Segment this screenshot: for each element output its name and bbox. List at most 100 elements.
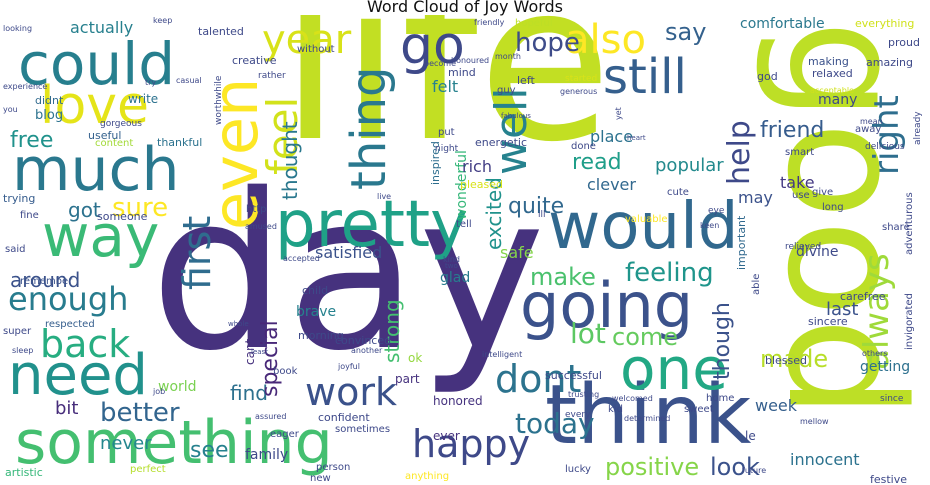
word-also: also: [565, 17, 646, 63]
word-back: back: [40, 322, 131, 366]
word-sure: sure: [112, 193, 169, 223]
word-share: share: [882, 222, 910, 233]
word-content: content: [95, 138, 134, 149]
word-heart: heart: [627, 134, 646, 142]
word-friendly: friendly: [474, 18, 505, 27]
word-kind: kind: [443, 255, 461, 264]
word-pleased: pleased: [460, 178, 504, 191]
word-keen: keen: [700, 221, 720, 230]
word-worthwhile: worthwhile: [214, 75, 224, 125]
word-sometimes: sometimes: [335, 424, 391, 435]
word-guy: guy: [497, 85, 516, 96]
word-acceptable: acceptable: [810, 86, 854, 95]
word-part: part: [395, 372, 420, 386]
word-blessed: blessed: [765, 354, 808, 367]
word-find: find: [230, 381, 268, 405]
word-looking: looking: [3, 24, 33, 33]
word-month: month: [495, 52, 521, 61]
word-hopeful: hopeful: [515, 18, 553, 29]
word-you: you: [3, 105, 18, 114]
word-cloud: life day good go think something pretty …: [0, 15, 930, 485]
word-never: never: [100, 433, 152, 454]
word-hope: hope: [515, 28, 580, 58]
word-week: week: [755, 396, 798, 415]
word-thing: thing: [341, 66, 397, 190]
word-ok: ok: [408, 351, 423, 365]
word-still: still: [603, 49, 687, 105]
word-joyful: joyful: [338, 362, 360, 371]
word-invigorated: invigorated: [904, 293, 915, 350]
word-popular: popular: [655, 155, 724, 176]
word-thought: thought: [278, 121, 302, 200]
word-http: http: [246, 204, 267, 215]
word-day: day: [150, 147, 546, 398]
word-respected: respected: [45, 319, 95, 330]
word-mind: mind: [448, 66, 476, 79]
word-enough: enough: [8, 280, 129, 318]
word-need: need: [8, 343, 148, 408]
word-le: le: [745, 429, 756, 443]
word-trusting: trusting: [568, 390, 600, 399]
word-didnt: didnt: [35, 94, 64, 107]
word-least: least: [251, 348, 268, 356]
word-made: made: [760, 345, 829, 373]
word-able: able: [751, 273, 762, 295]
word-year: year: [262, 17, 352, 63]
word-strong: strong: [380, 299, 404, 363]
word-brave: brave: [296, 304, 337, 320]
word-friend: friend: [760, 118, 825, 143]
word-last: last: [826, 299, 859, 320]
word-adventurous: adventurous: [904, 192, 915, 255]
word-place: place: [590, 127, 634, 146]
word-experience: experience: [3, 82, 48, 91]
word-done: done: [571, 141, 596, 152]
word-trying: trying: [3, 192, 36, 205]
word-two: two: [445, 262, 458, 270]
word-clever: clever: [587, 175, 636, 194]
word-well: well: [486, 87, 537, 175]
word-comfortable: comfortable: [740, 16, 825, 32]
word-amused: amused: [245, 222, 277, 231]
word-rich: rich: [462, 157, 492, 176]
word-tell: tell: [456, 219, 472, 230]
word-keep: keep: [153, 16, 173, 25]
word-since: since: [880, 394, 904, 404]
word-write: write: [128, 92, 159, 106]
word-first: first: [175, 215, 219, 290]
word-innocent: innocent: [790, 450, 860, 469]
word-convinced: convinced: [335, 334, 392, 347]
word-god: god: [757, 70, 778, 83]
word-honoured: honoured: [451, 56, 490, 65]
word-around: around: [10, 268, 81, 292]
word-come: come: [612, 323, 679, 351]
word-started: started: [565, 74, 598, 84]
word-cute: cute: [667, 187, 689, 198]
word-actually: actually: [70, 18, 134, 37]
word-future: future: [742, 466, 767, 475]
word-happy: happy: [412, 422, 531, 466]
word-right: right: [867, 95, 907, 175]
word-yet: yet: [614, 107, 623, 120]
word-mellow: mellow: [800, 417, 829, 426]
word-said: said: [5, 244, 26, 255]
word-accepted: accepted: [283, 254, 320, 263]
word-every: every: [565, 410, 591, 420]
word-anything: anything: [405, 471, 450, 482]
word-gorgeous: gorgeous: [100, 119, 142, 129]
word-quite: quite: [508, 194, 565, 219]
word-proud: proud: [888, 36, 920, 49]
word-left: left: [517, 74, 535, 87]
word-sincere: sincere: [808, 315, 848, 328]
word-ever: ever: [433, 429, 460, 443]
word-make: make: [530, 263, 596, 291]
word-ill: ill: [538, 210, 546, 220]
word-felt: felt: [432, 77, 459, 96]
word-sleep: sleep: [12, 346, 34, 355]
word-job: job: [153, 387, 166, 396]
word-glad: glad: [440, 270, 471, 286]
word-something: something: [15, 408, 333, 478]
word-divine: divine: [796, 244, 839, 260]
word-others: others: [862, 349, 888, 358]
word-super: super: [3, 326, 32, 337]
word-way: way: [42, 202, 160, 270]
